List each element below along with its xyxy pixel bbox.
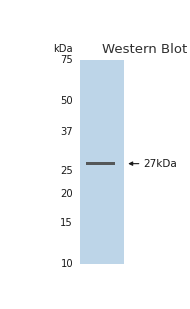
Bar	[80, 60, 124, 264]
Text: 20: 20	[60, 189, 73, 199]
Text: 75: 75	[60, 55, 73, 65]
Text: kDa: kDa	[53, 44, 73, 54]
Text: 10: 10	[60, 259, 73, 269]
Text: Western Blot: Western Blot	[102, 43, 187, 56]
Text: 37: 37	[60, 127, 73, 137]
Text: 50: 50	[60, 96, 73, 106]
Text: 15: 15	[60, 218, 73, 228]
Text: 25: 25	[60, 167, 73, 176]
Bar	[86, 162, 115, 165]
Text: 27kDa: 27kDa	[143, 159, 177, 169]
